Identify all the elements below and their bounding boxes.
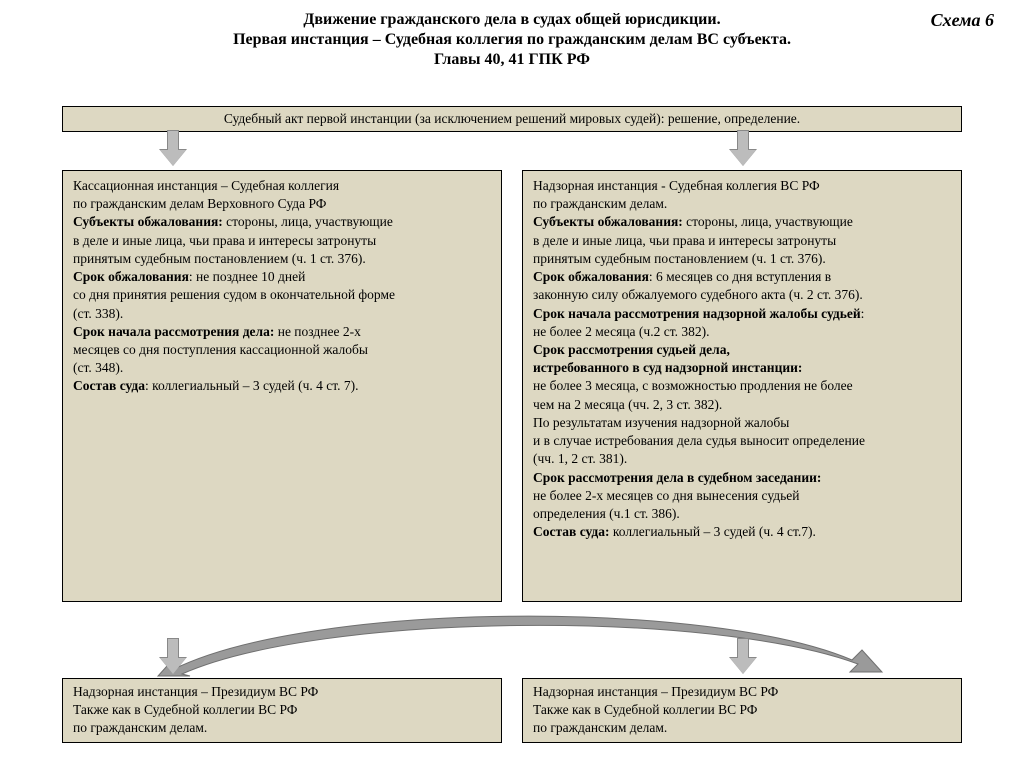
arrow-down-icon	[160, 638, 186, 674]
text-line: определения (ч.1 ст. 386).	[533, 505, 951, 523]
cross-arrow-icon	[62, 600, 962, 678]
text-line: не более 3 месяца, с возможностью продле…	[533, 377, 951, 395]
text-line: (ст. 338).	[73, 305, 491, 323]
text-line: Срок начала рассмотрения надзорной жалоб…	[533, 305, 951, 323]
text-line: Состав суда: коллегиальный – 3 судей (ч.…	[533, 523, 951, 541]
text-line: Срок обжалования: не позднее 10 дней	[73, 268, 491, 286]
text-line: принятым судебным постановлением (ч. 1 с…	[73, 250, 491, 268]
supervisory-box: Надзорная инстанция - Судебная коллегия …	[522, 170, 962, 602]
text-line: законную силу обжалуемого судебного акта…	[533, 286, 951, 304]
first-instance-text: Судебный акт первой инстанции (за исключ…	[224, 111, 800, 126]
text-line: истребованного в суд надзорной инстанции…	[533, 359, 951, 377]
text-line: со дня принятия решения судом в окончате…	[73, 286, 491, 304]
text-line: Срок рассмотрения дела в судебном заседа…	[533, 469, 951, 487]
presidium-right-box: Надзорная инстанция – Президиум ВС РФ Та…	[522, 678, 962, 743]
title-line1: Движение гражданского дела в судах общей…	[0, 10, 1024, 30]
text-line: Надзорная инстанция – Президиум ВС РФ	[533, 683, 951, 701]
title-block: Движение гражданского дела в судах общей…	[0, 0, 1024, 70]
text-line: по гражданским делам Верховного Суда РФ	[73, 195, 491, 213]
text-line: Субъекты обжалования: стороны, лица, уча…	[73, 213, 491, 231]
title-line2: Первая инстанция – Судебная коллегия по …	[0, 30, 1024, 50]
text-line: по гражданским делам.	[73, 719, 491, 737]
text-line: Срок обжалования: 6 месяцев со дня вступ…	[533, 268, 951, 286]
text-line: по гражданским делам.	[533, 719, 951, 737]
text-line: и в случае истребования дела судья вынос…	[533, 432, 951, 450]
text-line: (чч. 1, 2 ст. 381).	[533, 450, 951, 468]
text-line: Кассационная инстанция – Судебная коллег…	[73, 177, 491, 195]
first-instance-box: Судебный акт первой инстанции (за исключ…	[62, 106, 962, 132]
text-line: (ст. 348).	[73, 359, 491, 377]
scheme-label: Схема 6	[931, 10, 994, 31]
text-line: Надзорная инстанция – Президиум ВС РФ	[73, 683, 491, 701]
title-line3: Главы 40, 41 ГПК РФ	[0, 50, 1024, 70]
text-line: Субъекты обжалования: стороны, лица, уча…	[533, 213, 951, 231]
text-line: Также как в Судебной коллегии ВС РФ	[533, 701, 951, 719]
text-line: Надзорная инстанция - Судебная коллегия …	[533, 177, 951, 195]
arrow-down-icon	[730, 130, 756, 166]
text-line: Также как в Судебной коллегии ВС РФ	[73, 701, 491, 719]
text-line: месяцев со дня поступления кассационной …	[73, 341, 491, 359]
text-line: принятым судебным постановлением (ч. 1 с…	[533, 250, 951, 268]
text-line: не более 2 месяца (ч.2 ст. 382).	[533, 323, 951, 341]
text-line: не более 2-х месяцев со дня вынесения су…	[533, 487, 951, 505]
arrow-down-icon	[730, 638, 756, 674]
presidium-left-box: Надзорная инстанция – Президиум ВС РФ Та…	[62, 678, 502, 743]
text-line: Срок начала рассмотрения дела: не поздне…	[73, 323, 491, 341]
text-line: по гражданским делам.	[533, 195, 951, 213]
cassation-box: Кассационная инстанция – Судебная коллег…	[62, 170, 502, 602]
text-line: чем на 2 месяца (чч. 2, 3 ст. 382).	[533, 396, 951, 414]
text-line: По результатам изучения надзорной жалобы	[533, 414, 951, 432]
text-line: в деле и иные лица, чьи права и интересы…	[533, 232, 951, 250]
text-line: Состав суда: коллегиальный – 3 судей (ч.…	[73, 377, 491, 395]
text-line: в деле и иные лица, чьи права и интересы…	[73, 232, 491, 250]
text-line: Срок рассмотрения судьей дела,	[533, 341, 951, 359]
arrow-down-icon	[160, 130, 186, 166]
